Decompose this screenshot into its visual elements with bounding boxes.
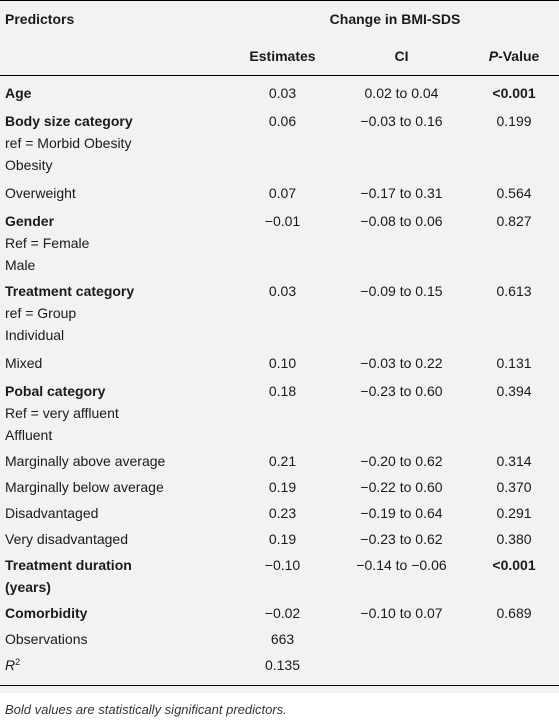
reference-label: Ref = very affluent	[5, 404, 119, 421]
table-row: Treatment category ref = Group Individua…	[0, 276, 559, 346]
estimate-cell: 0.07	[268, 184, 297, 201]
row-label: Gender	[5, 212, 55, 229]
sub-label: Individual	[5, 326, 65, 343]
ci-cell: −0.19 to 0.64	[360, 504, 443, 521]
estimate-cell: 0.135	[231, 649, 334, 686]
row-label: Observations	[5, 630, 88, 647]
ci-cell: 0.02 to 0.04	[364, 85, 439, 101]
estimate-cell: −0.01	[264, 212, 301, 229]
ci-cell: −0.23 to 0.60	[360, 382, 443, 399]
p-value-cell: 0.131	[496, 354, 532, 371]
table-row: R2 0.135	[0, 649, 559, 686]
estimate-cell: 0.19	[268, 478, 297, 495]
table-row: Marginally below average 0.19 −0.22 to 0…	[0, 472, 559, 498]
ci-cell: −0.22 to 0.60	[360, 478, 443, 495]
p-value-cell: <0.001	[492, 85, 536, 101]
regression-table-panel: Predictors Change in BMI-SDS Estimates C…	[0, 0, 559, 693]
table-row: Pobal category Ref = very affluent Afflu…	[0, 376, 559, 446]
table-row: Very disadvantaged 0.19 −0.23 to 0.62 0.…	[0, 524, 559, 550]
table-row: Marginally above average 0.21 −0.20 to 0…	[0, 446, 559, 472]
p-value-cell: 0.564	[496, 184, 532, 201]
p-value-cell: 0.199	[496, 112, 532, 129]
p-value-cell: 0.613	[496, 282, 532, 299]
row-label: Body size category	[5, 112, 133, 129]
table-row: Gender Ref = Female Male −0.01 −0.08 to …	[0, 206, 559, 276]
estimate-cell: 0.06	[268, 112, 297, 129]
table-row: Observations 663	[0, 624, 559, 650]
p-value-cell: 0.689	[496, 604, 532, 621]
row-label: Disadvantaged	[5, 504, 99, 521]
sub-label: Obesity	[5, 156, 53, 173]
p-value-cell: <0.001	[492, 556, 536, 573]
ci-cell: −0.23 to 0.62	[360, 530, 443, 547]
ci-cell: −0.03 to 0.16	[360, 112, 443, 129]
header-group: Change in BMI-SDS	[231, 0, 559, 37]
reference-label: Ref = Female	[5, 234, 90, 251]
sub-label: Affluent	[5, 426, 53, 443]
row-label: Treatment duration	[5, 556, 132, 573]
header-row-1: Predictors Change in BMI-SDS	[0, 0, 559, 37]
row-label: Pobal category	[5, 382, 106, 399]
estimate-cell: 0.21	[268, 452, 297, 469]
row-label: Marginally below average	[5, 478, 164, 495]
row-label: Comorbidity	[5, 604, 88, 621]
p-value-cell: 0.394	[496, 382, 532, 399]
ci-cell: −0.09 to 0.15	[360, 282, 443, 299]
p-value-cell: 0.380	[496, 530, 532, 547]
ci-cell: −0.20 to 0.62	[360, 452, 443, 469]
header-p-value: P-Value	[469, 37, 559, 76]
reference-label: ref = Morbid Obesity	[5, 134, 132, 151]
table-row: Disadvantaged 0.23 −0.19 to 0.64 0.291	[0, 498, 559, 524]
estimate-cell: 0.19	[268, 530, 297, 547]
ci-cell: −0.03 to 0.22	[360, 354, 443, 371]
header-row-2: Estimates CI P-Value	[0, 37, 559, 76]
table-row: Comorbidity −0.02 −0.10 to 0.07 0.689	[0, 598, 559, 624]
table-row: Treatment duration (years) −0.10 −0.14 t…	[0, 550, 559, 598]
estimate-cell: 0.10	[268, 354, 297, 371]
row-label: Overweight	[5, 184, 76, 201]
table-row: Age 0.03 0.02 to 0.04 <0.001	[0, 76, 559, 110]
header-predictors: Predictors	[0, 0, 231, 37]
estimate-cell: −0.02	[264, 604, 301, 621]
estimate-cell: 0.23	[268, 504, 297, 521]
p-value-cell: 0.291	[496, 504, 532, 521]
table-row: Overweight 0.07 −0.17 to 0.31 0.564	[0, 176, 559, 206]
row-label: Very disadvantaged	[5, 530, 128, 547]
ci-cell: −0.17 to 0.31	[360, 184, 443, 201]
p-value-cell: 0.370	[496, 478, 532, 495]
header-estimates: Estimates	[231, 37, 334, 76]
ci-cell: −0.08 to 0.06	[360, 212, 443, 229]
estimate-cell: 663	[270, 630, 295, 647]
table-row: Mixed 0.10 −0.03 to 0.22 0.131	[0, 346, 559, 376]
p-value-cell: 0.314	[496, 452, 532, 469]
estimate-cell: 0.18	[268, 382, 297, 399]
row-label: R2	[0, 649, 231, 686]
estimate-cell: 0.03	[268, 282, 297, 299]
estimate-cell: −0.10	[264, 556, 301, 573]
row-label-units: (years)	[5, 578, 51, 595]
row-label: Mixed	[5, 354, 43, 371]
p-value-cell: 0.827	[496, 212, 532, 229]
reference-label: ref = Group	[5, 304, 77, 321]
table-footnote: Bold values are statistically significan…	[5, 702, 287, 717]
table-row: Body size category ref = Morbid Obesity …	[0, 110, 559, 176]
ci-cell: −0.14 to −0.06	[356, 556, 447, 573]
row-label: Treatment category	[5, 282, 135, 299]
row-label: Marginally above average	[5, 452, 166, 469]
ci-cell: −0.10 to 0.07	[360, 604, 443, 621]
sub-label: Male	[5, 256, 36, 273]
row-label: Age	[5, 85, 32, 101]
header-ci: CI	[334, 37, 469, 76]
regression-table: Predictors Change in BMI-SDS Estimates C…	[0, 0, 559, 686]
estimate-cell: 0.03	[268, 85, 297, 101]
